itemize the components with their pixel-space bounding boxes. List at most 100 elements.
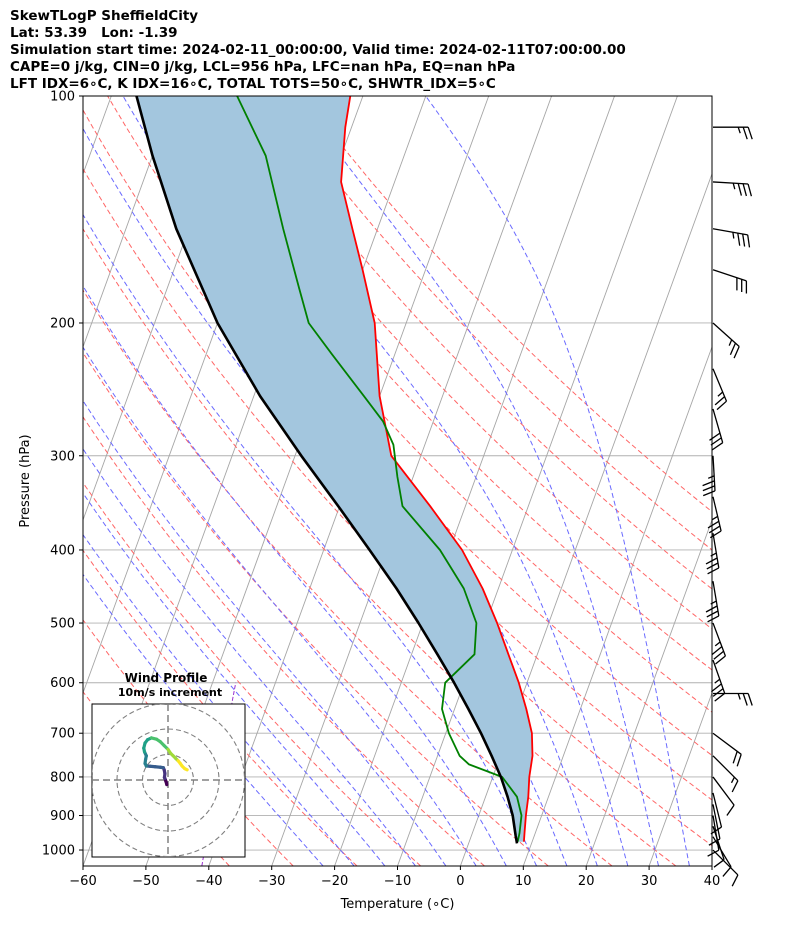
moist-adiabat xyxy=(425,96,690,866)
wind-barb-flag xyxy=(742,183,748,197)
y-tick-label: 100 xyxy=(50,90,75,105)
y-tick-label: 700 xyxy=(50,727,75,742)
wind-barb-flag xyxy=(732,751,738,764)
wind-barb-half xyxy=(711,515,718,521)
wind-barb xyxy=(712,322,740,347)
y-tick-label: 600 xyxy=(50,676,75,691)
x-tick-label: −50 xyxy=(132,874,159,889)
wind-barb-half xyxy=(732,232,735,239)
wind-barb-half xyxy=(732,182,736,190)
wind-barb-flag xyxy=(747,693,753,706)
dry-adiabat xyxy=(83,416,485,866)
y-axis-label: Pressure (hPa) xyxy=(18,434,33,527)
wind-barb-half xyxy=(730,776,735,784)
moist-adiabat xyxy=(83,346,477,866)
wind-barb-flag xyxy=(716,400,727,411)
wind-barb-half xyxy=(737,126,741,134)
wind-barb-flag xyxy=(714,396,726,406)
wind-barb-half xyxy=(714,678,721,684)
title-block: SkewTLogP SheffieldCity Lat: 53.39 Lon: … xyxy=(10,8,626,93)
y-tick-label: 200 xyxy=(50,316,75,331)
wind-barb xyxy=(712,849,739,876)
wind-barb xyxy=(712,368,728,402)
dry-adiabat xyxy=(83,289,613,866)
x-tick-label: 0 xyxy=(456,874,464,889)
wind-barb xyxy=(712,496,722,532)
wind-barb xyxy=(712,659,726,694)
wind-barb xyxy=(712,815,720,851)
wind-barb xyxy=(712,732,742,755)
wind-barb-flag xyxy=(702,485,715,492)
wind-barb-flag xyxy=(707,849,720,857)
wind-barb xyxy=(712,755,739,782)
isotherm-line xyxy=(711,864,712,866)
wind-barb-flag xyxy=(708,525,721,534)
wind-barb-flag xyxy=(707,615,720,623)
wind-barb-flag xyxy=(733,346,740,359)
isotherm-line xyxy=(648,691,712,866)
x-axis-label: Temperature (∘C) xyxy=(340,897,455,912)
title-times: Simulation start time: 2024-02-11_00:00:… xyxy=(10,42,626,58)
wind-barb-flag xyxy=(702,490,716,497)
wind-barb-flag xyxy=(710,826,722,835)
y-tick-label: 1000 xyxy=(42,844,75,859)
wind-barb-flag xyxy=(705,557,718,565)
wind-barb xyxy=(712,776,735,806)
moist-adiabat xyxy=(83,573,324,866)
hodograph-trace xyxy=(182,766,189,772)
wind-barb-flag xyxy=(711,683,722,693)
dry-adiabat xyxy=(172,96,712,671)
wind-barb-flag xyxy=(731,874,739,887)
wind-barb-half xyxy=(710,600,717,605)
wind-barb-flag xyxy=(709,432,721,441)
wind-barb xyxy=(712,408,724,443)
wind-barb-flag xyxy=(715,655,726,665)
dry-adiabat xyxy=(83,227,677,866)
wind-barb-half xyxy=(707,475,715,479)
moist-adiabat xyxy=(295,96,659,866)
title-station: SkewTLogP SheffieldCity xyxy=(10,8,199,24)
wind-barb xyxy=(712,581,720,617)
moist-adiabat xyxy=(197,96,629,866)
wind-barb xyxy=(712,622,727,657)
moist-adiabat xyxy=(83,448,416,866)
x-tick-label: −40 xyxy=(195,874,222,889)
x-tick-label: 40 xyxy=(704,874,721,889)
wind-barb-flag xyxy=(737,233,741,246)
wind-barb-flag xyxy=(711,442,724,451)
wind-barb-flag xyxy=(706,562,719,570)
wind-barb xyxy=(712,792,723,828)
wind-barb-flag xyxy=(747,234,751,248)
dry-adiabat xyxy=(204,96,712,630)
wind-barb-flag xyxy=(711,646,723,656)
y-tick-label: 400 xyxy=(50,543,75,558)
wind-barb-flag xyxy=(713,650,725,660)
hodograph-title: Wind Profile xyxy=(125,671,208,685)
wind-barb-flag xyxy=(742,693,748,706)
wind-barb-flag xyxy=(747,183,753,197)
wind-barb-flag xyxy=(714,692,726,702)
cape-cin-fill xyxy=(136,96,533,842)
wind-barb xyxy=(712,228,748,236)
hodograph-ring xyxy=(92,704,245,857)
wind-barb-flag xyxy=(731,780,739,793)
wind-barb-flag xyxy=(707,520,720,529)
isotherm-line xyxy=(334,96,615,866)
x-tick-label: 20 xyxy=(578,874,595,889)
wind-barb-flag xyxy=(710,437,722,446)
y-tick-label: 500 xyxy=(50,617,75,632)
x-tick-label: −10 xyxy=(384,874,411,889)
wind-barb-flag xyxy=(726,804,735,816)
moist-adiabat xyxy=(83,492,386,866)
wind-barb-flag xyxy=(722,866,732,877)
wind-barb-flag xyxy=(708,838,721,846)
y-tick-label: 300 xyxy=(50,449,75,464)
wind-barb xyxy=(712,269,747,282)
x-tick-label: −20 xyxy=(321,874,348,889)
wind-barb xyxy=(712,455,716,491)
wind-barb-flag xyxy=(712,688,724,697)
wind-barb-flag xyxy=(713,859,725,868)
hodograph-subtitle: 10m/s increment xyxy=(118,686,222,699)
wind-barb-flag xyxy=(709,530,722,539)
